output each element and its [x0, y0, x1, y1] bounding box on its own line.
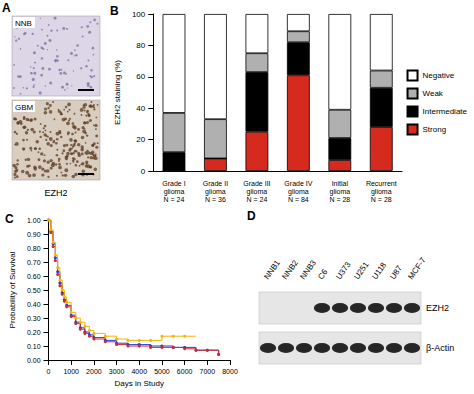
svg-text:6000: 6000 [177, 368, 193, 375]
svg-text:1.00: 1.00 [27, 217, 41, 224]
svg-text:60: 60 [136, 72, 145, 81]
svg-text:N = 28: N = 28 [329, 196, 350, 203]
svg-text:glioma: glioma [205, 188, 226, 196]
svg-text:EZH2: EZH2 [426, 303, 449, 313]
svg-text:3000: 3000 [109, 368, 125, 375]
svg-text:N = 36: N = 36 [205, 196, 226, 203]
svg-text:7000: 7000 [200, 368, 216, 375]
svg-text:U87: U87 [388, 264, 404, 282]
svg-text:N = 84: N = 84 [288, 196, 309, 203]
svg-text:0.60: 0.60 [27, 273, 41, 280]
svg-text:0.10: 0.10 [27, 343, 41, 350]
svg-text:Grade III: Grade III [243, 180, 270, 187]
svg-text:N = 28: N = 28 [371, 196, 392, 203]
svg-text:glioma: glioma [164, 188, 185, 196]
svg-text:0.50: 0.50 [27, 287, 41, 294]
svg-text:Probability of Survival: Probability of Survival [8, 251, 17, 328]
svg-text:NNB2: NNB2 [280, 258, 300, 281]
svg-text:NNB: NNB [15, 19, 32, 28]
svg-text:N = 24: N = 24 [164, 196, 185, 203]
svg-text:0.30: 0.30 [27, 315, 41, 322]
svg-text:5000: 5000 [154, 368, 170, 375]
svg-text:Grade II: Grade II [203, 180, 228, 187]
svg-text:0.20: 0.20 [27, 329, 41, 336]
svg-text:0.00: 0.00 [27, 357, 41, 364]
svg-text:0.70: 0.70 [27, 259, 41, 266]
svg-text:1000: 1000 [63, 368, 79, 375]
svg-text:U251: U251 [352, 260, 371, 281]
svg-text:0.40: 0.40 [27, 301, 41, 308]
svg-text:Days in Study: Days in Study [115, 379, 164, 388]
svg-text:B: B [110, 4, 119, 18]
svg-text:EZH2 staining (%): EZH2 staining (%) [113, 60, 122, 125]
svg-text:N = 24: N = 24 [246, 196, 267, 203]
svg-text:20: 20 [136, 135, 145, 144]
svg-text:4000: 4000 [131, 368, 147, 375]
svg-text:0.90: 0.90 [27, 231, 41, 238]
svg-text:NNB3: NNB3 [298, 258, 318, 281]
svg-text:2000: 2000 [86, 368, 102, 375]
svg-text:Strong: Strong [423, 125, 447, 134]
svg-text:U118: U118 [370, 260, 388, 281]
svg-text:0.80: 0.80 [27, 245, 41, 252]
svg-text:0: 0 [47, 368, 51, 375]
svg-text:40: 40 [136, 104, 145, 113]
svg-text:0: 0 [141, 167, 146, 176]
svg-text:glioma: glioma [247, 188, 268, 196]
svg-text:C6: C6 [316, 267, 330, 281]
svg-text:A: A [2, 1, 11, 15]
svg-text:GBM: GBM [15, 103, 34, 112]
svg-text:NNB1: NNB1 [262, 258, 282, 281]
svg-text:Intermediate: Intermediate [423, 107, 468, 116]
svg-text:8000: 8000 [222, 368, 238, 375]
svg-text:U373: U373 [334, 260, 353, 281]
svg-text:D: D [247, 209, 256, 223]
svg-text:glioma: glioma [371, 188, 392, 196]
svg-text:Grade IV: Grade IV [284, 180, 312, 187]
svg-text:Recurrent: Recurrent [366, 180, 397, 187]
svg-text:Weak: Weak [423, 89, 444, 98]
svg-text:C: C [5, 212, 14, 226]
svg-text:β-Actin: β-Actin [426, 343, 454, 353]
svg-text:Grade I: Grade I [162, 180, 185, 187]
svg-text:glioma: glioma [288, 188, 309, 196]
svg-text:Negative: Negative [423, 71, 455, 80]
svg-text:80: 80 [136, 41, 145, 50]
svg-text:glioma: glioma [329, 188, 350, 196]
svg-text:MCF-7: MCF-7 [406, 256, 428, 282]
svg-text:100: 100 [132, 10, 146, 19]
svg-text:Initial: Initial [332, 180, 349, 187]
svg-text:EZH2: EZH2 [44, 188, 67, 198]
